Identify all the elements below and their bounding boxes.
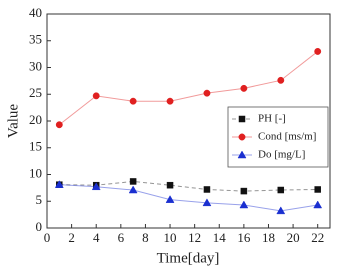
marker xyxy=(203,89,211,97)
marker xyxy=(129,178,137,185)
x-tick-label: 8 xyxy=(142,230,149,245)
series-line xyxy=(59,184,318,212)
marker xyxy=(91,182,101,191)
x-tick-label: 14 xyxy=(213,230,227,245)
y-tick-label: 5 xyxy=(36,192,43,207)
marker xyxy=(313,200,323,209)
marker xyxy=(55,121,63,129)
x-tick-label: 10 xyxy=(164,230,177,245)
marker xyxy=(166,181,174,189)
x-tick-label: 0 xyxy=(44,230,51,245)
marker xyxy=(314,186,321,193)
marker xyxy=(314,48,322,55)
marker xyxy=(238,115,246,123)
series-line xyxy=(58,51,319,126)
x-tick-label: 20 xyxy=(287,230,300,245)
x-tick-label: 6 xyxy=(118,230,125,245)
y-tick-label: 20 xyxy=(29,112,42,127)
marker xyxy=(238,133,246,141)
x-tick-label: 2 xyxy=(68,230,75,245)
x-tick-label: 4 xyxy=(93,230,100,245)
y-tick-label: 40 xyxy=(29,5,42,20)
x-tick-label: 12 xyxy=(188,230,201,245)
x-tick-label: 16 xyxy=(237,230,251,245)
marker xyxy=(276,206,286,215)
y-axis-title: Value xyxy=(5,104,21,138)
marker xyxy=(277,186,285,194)
y-tick-label: 30 xyxy=(29,58,42,73)
marker xyxy=(203,186,211,193)
marker xyxy=(128,185,138,194)
marker xyxy=(165,195,175,203)
marker xyxy=(54,180,64,188)
marker xyxy=(277,76,285,84)
marker xyxy=(92,92,100,100)
legend-label: Cond [ms/m] xyxy=(258,131,316,143)
marker xyxy=(240,84,248,92)
marker xyxy=(239,200,249,209)
series-line xyxy=(59,180,318,192)
x-tick-label: 18 xyxy=(262,230,275,245)
y-tick-label: 35 xyxy=(29,32,42,47)
y-tick-label: 10 xyxy=(29,165,42,180)
y-tick-label: 15 xyxy=(29,139,42,154)
marker xyxy=(166,97,174,105)
x-axis-title: Time[day] xyxy=(157,250,220,266)
y-tick-label: 25 xyxy=(29,85,42,100)
legend-label: Do [mg/L] xyxy=(258,149,305,161)
marker xyxy=(129,97,137,105)
marker xyxy=(240,187,248,195)
marker xyxy=(202,198,212,207)
marker xyxy=(237,150,247,159)
x-tick-label: 22 xyxy=(311,230,324,245)
y-tick-label: 0 xyxy=(36,219,43,234)
legend-label: PH [-] xyxy=(258,113,286,125)
